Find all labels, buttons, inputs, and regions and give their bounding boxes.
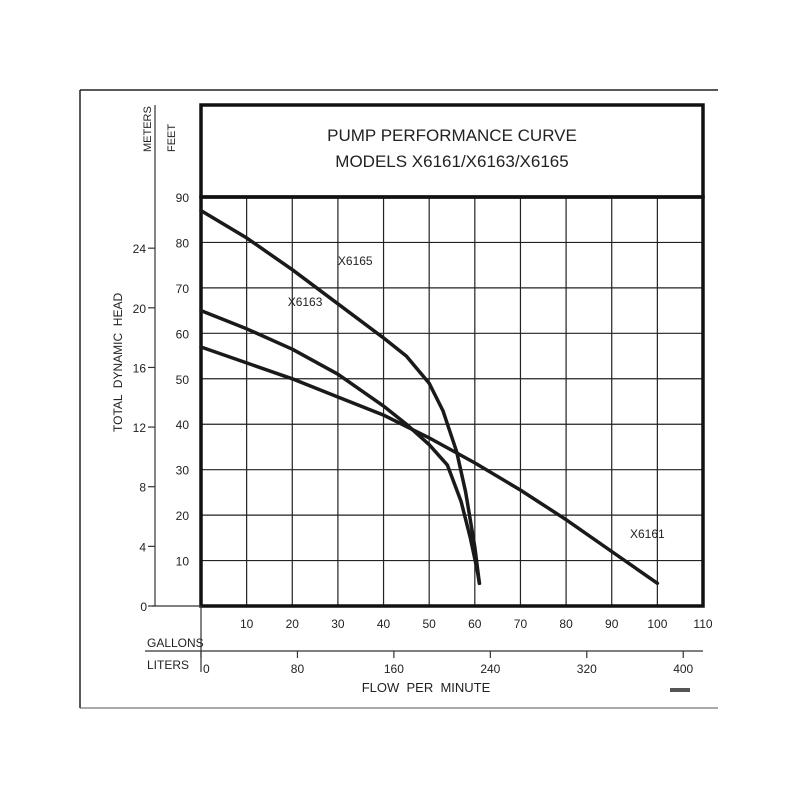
x-tick-label: 60: [468, 617, 482, 631]
outer-frame: [79, 89, 718, 709]
y-tick-label: 50: [176, 373, 190, 387]
drawing-stamp: [670, 688, 690, 692]
liters-tick-label: 400: [673, 662, 693, 676]
liters-tick-label: 80: [291, 662, 305, 676]
x-axis-label: FLOW PER MINUTE: [362, 680, 491, 695]
curve-x6165: [199, 208, 482, 586]
y-tick-label: 90: [176, 191, 190, 205]
meters-tick-label: 24: [133, 242, 147, 256]
meters-tick-label: 20: [133, 302, 147, 316]
y-tick-label: 40: [176, 418, 190, 432]
liters-tick-label: 240: [480, 662, 500, 676]
curve-label-x6161: X6161: [630, 527, 665, 541]
grid: [201, 197, 703, 606]
liters-tick-label: 320: [577, 662, 597, 676]
axes: 10 20 30 40 50 60 70 80 90 100 1101020304050607080…: [133, 105, 713, 676]
meters-tick-label: 8: [139, 481, 146, 495]
curve-x6163: [199, 308, 482, 586]
x-tick-label: 50: [423, 617, 437, 631]
y-tick-label: 60: [176, 327, 190, 341]
y-unit-meters: METERS: [142, 106, 154, 152]
x-unit-liters: LITERS: [147, 658, 189, 672]
x-unit-gallons: GALLONS: [147, 636, 204, 650]
meters-tick-label: 16: [133, 361, 147, 375]
y-tick-label-zero: 0: [140, 600, 147, 614]
chart-subtitle: MODELS X6161/X6163/X6165: [335, 152, 568, 171]
chart-title: PUMP PERFORMANCE CURVE: [327, 126, 577, 145]
plot-frame: [199, 195, 705, 608]
y-tick-label: 70: [176, 282, 190, 296]
y-axis-label: TOTAL DYNAMIC HEAD: [111, 293, 125, 432]
liters-tick-label: 0: [203, 662, 210, 676]
meters-tick-label: 4: [139, 540, 146, 554]
y-tick-label: 20: [176, 509, 190, 523]
x-tick-label: 10: [240, 617, 254, 631]
curve-label-x6163: X6163: [288, 295, 323, 309]
x-tick-label: 30: [331, 617, 345, 631]
y-tick-label: 10: [176, 555, 190, 569]
x-tick-label: 70: [514, 617, 528, 631]
curve-x6161: [199, 345, 660, 586]
y-unit-feet: FEET: [166, 124, 178, 152]
x-tick-label: 110: [693, 617, 712, 631]
curve-label-x6165: X6165: [338, 254, 373, 268]
liters-tick-label: 160: [384, 662, 404, 676]
curves: X6165 X6163 X6161: [199, 208, 665, 586]
x-tick-label: 40: [377, 617, 391, 631]
y-tick-label: 80: [176, 236, 190, 250]
x-tick-label: 20: [286, 617, 300, 631]
title-box: [199, 103, 705, 199]
x-tick-label: 90: [605, 617, 619, 631]
y-tick-label: 30: [176, 464, 190, 478]
x-tick-label: 80: [559, 617, 573, 631]
x-tick-label: 100: [647, 617, 667, 631]
meters-tick-label: 12: [133, 421, 147, 435]
